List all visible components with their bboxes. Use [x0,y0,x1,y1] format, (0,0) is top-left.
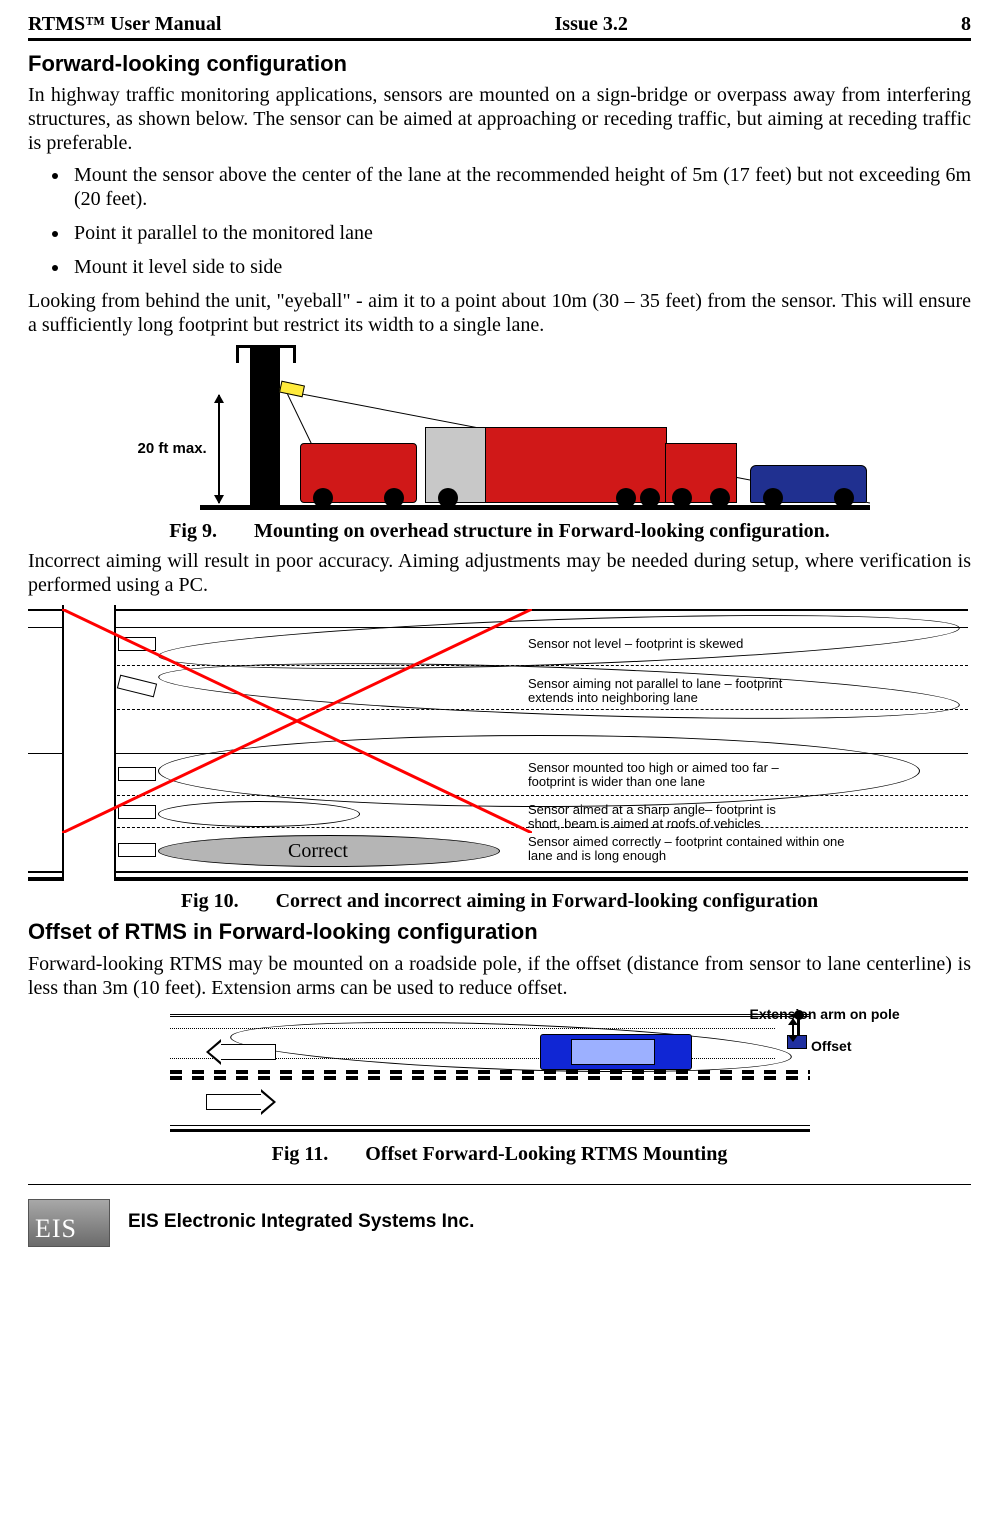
figure-text: Offset Forward-Looking RTMS Mounting [365,1143,727,1165]
label-sharpangle-b: short, beam is aimed at roofs of vehicle… [528,817,958,832]
road-edge [170,1014,810,1017]
label-correct-b: lane and is long enough [528,849,958,864]
vehicle-van [300,443,417,503]
vehicle-truck-front [665,443,737,503]
figure-9-caption: Fig 9. Mounting on overhead structure in… [28,519,971,543]
sensor-icon [118,843,156,857]
figure-10: Correct Sensor not level – footprint is … [28,605,968,885]
correct-label: Correct [288,839,348,863]
header-rule [28,38,971,41]
vehicle-car [540,1034,692,1070]
lane-dash [170,1076,810,1080]
vehicle-trailer [485,427,667,503]
direction-arrow-right [206,1094,262,1110]
section1-title: Forward-looking configuration [28,51,971,77]
section2-p1: Forward-looking RTMS may be mounted on a… [28,952,971,1000]
height-arrow [218,395,220,503]
extension-arm-label: Extension arm on pole [750,1006,940,1023]
overhead-structure [250,345,280,505]
figure-label: Fig 11. [272,1142,329,1166]
figure-11: Extension arm on pole Offset [170,1008,830,1138]
eis-logo-text: EIS [29,1213,77,1246]
section1-bullets: Mount the sensor above the center of the… [28,163,971,279]
header-center: Issue 3.2 [555,12,628,36]
road-edge [28,871,968,873]
figure-text: Correct and incorrect aiming in Forward-… [276,890,819,912]
road-edge [28,877,968,881]
ground-line [200,505,870,510]
figure-label: Fig 9. [169,519,217,543]
vehicle-car [750,465,867,503]
red-x-icon [62,609,532,833]
pole-segment [293,345,296,363]
label-skewed: Sensor not level – footprint is skewed [528,637,958,652]
road-edge [170,1129,810,1132]
bullet-1: Mount the sensor above the center of the… [70,163,971,211]
header-left: RTMS™ User Manual [28,12,221,36]
offset-label: Offset [811,1038,851,1055]
section2-title: Offset of RTMS in Forward-looking config… [28,919,971,945]
page-header: RTMS™ User Manual Issue 3.2 8 [28,12,971,38]
figure-label: Fig 10. [181,889,239,913]
mid-paragraph: Incorrect aiming will result in poor acc… [28,549,971,597]
figure-9: 20 ft max. [130,345,870,515]
label-notparallel-b: extends into neighboring lane [528,691,958,706]
label-toowide-b: footprint is wider than one lane [528,775,958,790]
footer-rule [28,1184,971,1185]
height-label: 20 ft max. [138,440,207,458]
road-edge [170,1125,810,1126]
section1-p2: Looking from behind the unit, "eyeball" … [28,289,971,337]
bullet-2: Point it parallel to the monitored lane [70,221,971,245]
figure-text: Mounting on overhead structure in Forwar… [254,520,830,542]
figure-10-caption: Fig 10. Correct and incorrect aiming in … [28,889,971,913]
header-right: 8 [961,12,971,36]
footer-text: EIS Electronic Integrated Systems Inc. [128,1211,474,1234]
lane-dash [170,1070,810,1074]
bullet-3: Mount it level side to side [70,255,971,279]
eis-logo: EIS [28,1199,110,1247]
page-footer: EIS EIS Electronic Integrated Systems In… [0,1193,999,1263]
figure-11-caption: Fig 11. Offset Forward-Looking RTMS Moun… [28,1142,971,1166]
section1-p1: In highway traffic monitoring applicatio… [28,83,971,155]
direction-arrow-left [220,1044,276,1060]
